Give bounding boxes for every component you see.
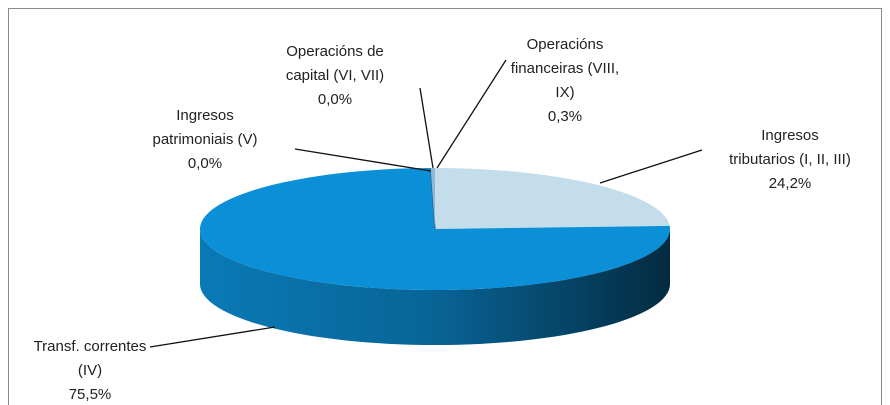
slice	[435, 168, 670, 229]
data-label-name: capital (VI, VII)	[286, 67, 384, 84]
data-label-name: IX)	[555, 84, 574, 101]
data-label-value: 75,5%	[69, 386, 112, 403]
data-label-value: 0,3%	[548, 108, 582, 125]
data-label-name: tributarios (I, II, III)	[729, 151, 851, 168]
data-label-name: (IV)	[78, 362, 102, 379]
leader-line	[419, 87, 434, 169]
data-label-name: Operacións	[527, 36, 604, 53]
chart-border	[8, 8, 882, 405]
leader-line	[294, 148, 432, 172]
data-label-value: 0,0%	[318, 91, 352, 108]
leader-line	[149, 326, 276, 348]
leader-line	[436, 59, 507, 169]
data-label-name: Operacións de	[286, 43, 384, 60]
data-label-name: financeiras (VIII,	[511, 60, 619, 77]
data-label-name: Transf. correntes	[34, 338, 147, 355]
slice-side-shade	[200, 229, 670, 345]
slice	[430, 168, 435, 229]
data-label-name: Ingresos	[761, 127, 819, 144]
slice	[199, 168, 671, 290]
data-label-value: 24,2%	[769, 175, 812, 192]
data-label-name: Ingresos	[176, 107, 234, 124]
leader-line	[599, 149, 703, 184]
data-label-name: patrimoniais (V)	[152, 131, 257, 148]
data-label-value: 0,0%	[188, 155, 222, 172]
